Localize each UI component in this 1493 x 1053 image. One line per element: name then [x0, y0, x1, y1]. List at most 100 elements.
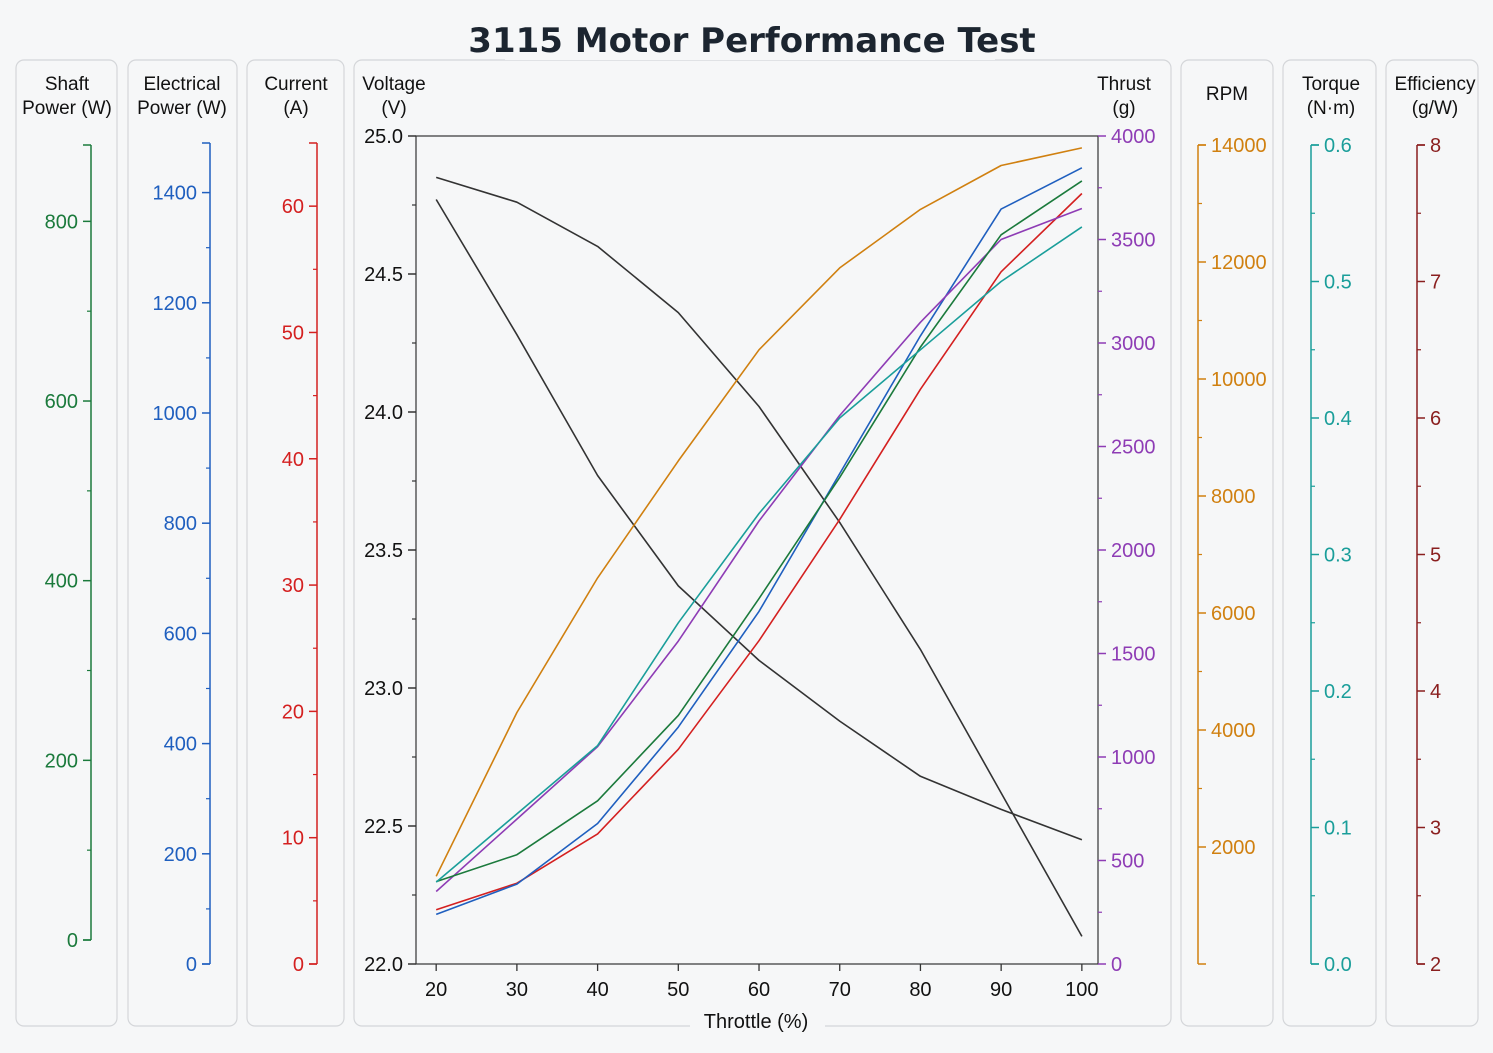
- axis-header-shaft: Power (W): [22, 98, 112, 119]
- series-line-shaft-6: [435, 180, 1083, 883]
- x-label-backdrop: [690, 1006, 825, 1036]
- tick-label-elec: 600: [164, 623, 197, 645]
- panel-eff: [1385, 59, 1479, 1027]
- x-tick-label: 60: [748, 979, 770, 1001]
- series-line-current-3: [435, 192, 1083, 911]
- axis-header-torque: Torque: [1302, 74, 1360, 95]
- tick-label-torque: 0.0: [1324, 954, 1352, 976]
- tick-label-rpm: 12000: [1211, 252, 1267, 274]
- tick-label-thrust: 500: [1111, 851, 1144, 873]
- tick-label-elec: 1400: [153, 183, 198, 205]
- tick-label-torque: 0.6: [1324, 135, 1352, 157]
- tick-label-voltage: 23.5: [364, 540, 403, 562]
- tick-label-elec: 400: [164, 734, 197, 756]
- x-tick-label: 40: [586, 979, 608, 1001]
- tick-label-rpm: 8000: [1211, 486, 1256, 508]
- x-tick-label: 30: [506, 979, 528, 1001]
- tick-label-current: 60: [282, 196, 304, 218]
- axis-header-voltage: (V): [381, 98, 406, 119]
- tick-label-eff: 5: [1430, 545, 1441, 567]
- axis-current: Current (A) 0 10 20 30 40 50 60: [264, 74, 328, 976]
- tick-label-current: 20: [282, 701, 304, 723]
- series-line-voltage-1: [435, 199, 1083, 841]
- title-backdrop: [505, 14, 995, 60]
- tick-label-elec: 800: [164, 513, 197, 535]
- tick-label-voltage: 22.0: [364, 954, 403, 976]
- tick-label-voltage: 24.5: [364, 264, 403, 286]
- axis-elec: Electrical Power (W) 0 200 400 600 800 1000 1200…: [137, 74, 227, 976]
- tick-label-thrust: 2000: [1111, 540, 1156, 562]
- axis-header-thrust: Thrust: [1097, 74, 1152, 95]
- tick-label-shaft: 0: [67, 930, 78, 952]
- tick-label-voltage: 23.0: [364, 678, 403, 700]
- panel-elec: [127, 59, 238, 1027]
- x-axis-label: Throttle (%): [704, 1011, 808, 1033]
- tick-label-rpm: 6000: [1211, 603, 1256, 625]
- axis-header-thrust: (g): [1112, 98, 1135, 119]
- tick-label-thrust: 3000: [1111, 333, 1156, 355]
- series-line-voltage-0: [435, 176, 1083, 937]
- axis-header-eff: Efficiency: [1395, 74, 1476, 95]
- tick-label-current: 10: [282, 828, 304, 850]
- axis-eff: Efficiency (g/W) 2 3 4 5 6 7 8: [1395, 74, 1476, 976]
- tick-label-shaft: 200: [45, 750, 78, 772]
- series-line-thrust-5: [435, 207, 1083, 893]
- tick-label-thrust: 0: [1111, 954, 1122, 976]
- tick-label-eff: 3: [1430, 818, 1441, 840]
- axis-header-elec: Power (W): [137, 98, 227, 119]
- tick-label-eff: 7: [1430, 272, 1441, 294]
- tick-label-torque: 0.3: [1324, 545, 1352, 567]
- tick-label-eff: 2: [1430, 954, 1441, 976]
- tick-label-current: 50: [282, 322, 304, 344]
- tick-label-elec: 1200: [153, 293, 198, 315]
- tick-label-thrust: 3500: [1111, 230, 1156, 252]
- tick-label-shaft: 600: [45, 391, 78, 413]
- tick-label-current: 30: [282, 575, 304, 597]
- axis-header-torque: (N·m): [1307, 98, 1356, 119]
- tick-label-torque: 0.4: [1324, 408, 1352, 430]
- axis-thrust: Thrust (g) 0 500 1000 1500 2000 2500 3000 3500 400…: [1097, 74, 1155, 976]
- panel-shaft: [15, 59, 118, 1027]
- series-line-torque-7: [435, 226, 1083, 883]
- tick-label-elec: 200: [164, 844, 197, 866]
- tick-label-shaft: 800: [45, 211, 78, 233]
- axis-rpm: RPM 2000 4000 6000 8000 10000 12000 14000: [1197, 84, 1267, 965]
- axis-voltage: Voltage (V) 22.0 22.5 23.0 23.5 24.0 24.5 25.0: [362, 74, 425, 976]
- panel-rpm: [1180, 59, 1274, 1027]
- series-line-rpm-2: [435, 147, 1083, 877]
- x-tick-label: 80: [909, 979, 931, 1001]
- tick-label-shaft: 400: [45, 571, 78, 593]
- axis-header-elec: Electrical: [143, 74, 220, 95]
- tick-label-rpm: 10000: [1211, 369, 1267, 391]
- tick-label-rpm: 2000: [1211, 837, 1256, 859]
- tick-label-current: 40: [282, 449, 304, 471]
- tick-label-thrust: 4000: [1111, 126, 1156, 148]
- x-tick-label: 100: [1065, 979, 1098, 1001]
- axis-header-current: Current: [264, 74, 328, 95]
- axis-header-current: (A): [283, 98, 308, 119]
- tick-label-voltage: 24.0: [364, 402, 403, 424]
- tick-label-thrust: 1000: [1111, 747, 1156, 769]
- tick-label-elec: 0: [186, 954, 197, 976]
- tick-label-torque: 0.1: [1324, 818, 1352, 840]
- panel-current: [246, 59, 345, 1027]
- tick-label-voltage: 22.5: [364, 816, 403, 838]
- axis-header-eff: (g/W): [1412, 98, 1458, 119]
- chart-title: 3115 Motor Performance Test: [468, 21, 1035, 61]
- x-tick-label: 90: [990, 979, 1012, 1001]
- panel-torque: [1282, 59, 1377, 1027]
- x-tick-label: 70: [829, 979, 851, 1001]
- tick-label-thrust: 1500: [1111, 644, 1156, 666]
- tick-label-thrust: 2500: [1111, 437, 1156, 459]
- tick-label-torque: 0.5: [1324, 272, 1352, 294]
- tick-label-eff: 6: [1430, 408, 1441, 430]
- axis-torque: Torque (N·m) 0.0 0.1 0.2 0.3 0.4 0.5 0.6: [1302, 74, 1360, 976]
- tick-label-voltage: 25.0: [364, 126, 403, 148]
- tick-label-eff: 8: [1430, 135, 1441, 157]
- axis-shaft: Shaft Power (W) 0 200 400 600 800: [22, 74, 112, 952]
- tick-label-eff: 4: [1430, 681, 1441, 703]
- series-group: [435, 147, 1083, 937]
- tick-label-rpm: 14000: [1211, 135, 1267, 157]
